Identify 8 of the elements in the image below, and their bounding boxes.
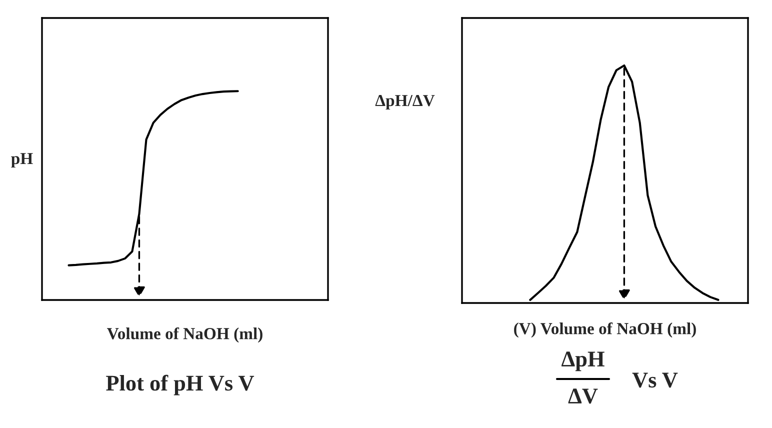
x-axis-title: Volume of NaOH (ml)	[107, 327, 262, 343]
text: Plot of pH Vs V	[106, 374, 254, 396]
text: ΔpH	[562, 352, 604, 372]
x-axis-title: (V) Volume of NaOH (ml)	[514, 322, 696, 338]
y-axis-title: pH	[11, 153, 33, 168]
text: ΔV	[568, 388, 598, 404]
text: Vs V	[632, 372, 678, 388]
y-axis-title: ΔpH/ΔV	[375, 95, 435, 110]
